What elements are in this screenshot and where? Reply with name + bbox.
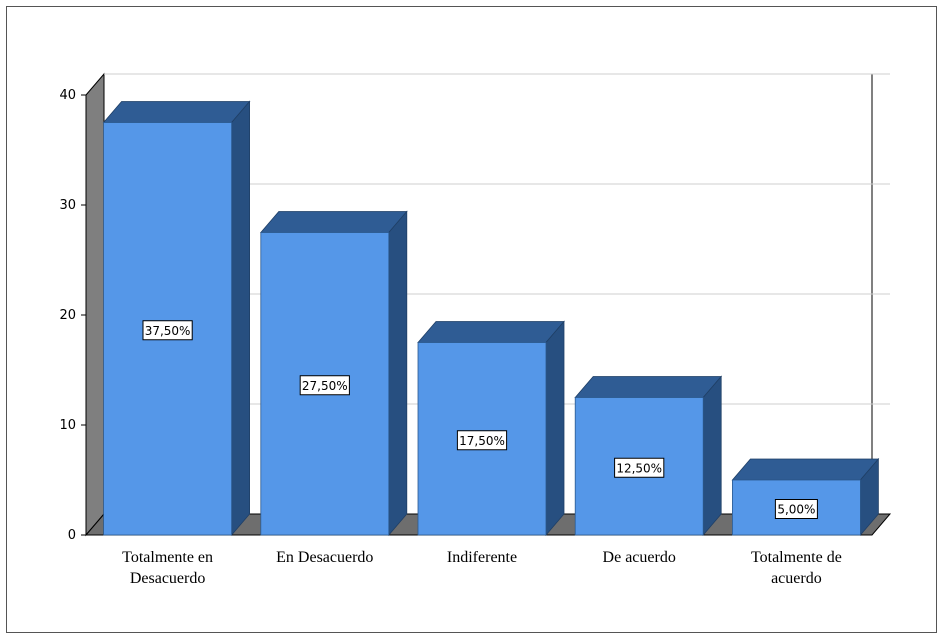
data-label-box	[614, 457, 665, 478]
y-tick-label: 10	[59, 418, 76, 433]
y-tick-label: 20	[59, 308, 76, 323]
data-label: 17,50%	[459, 434, 505, 448]
data-label: 27,50%	[302, 379, 348, 393]
data-label: 37,50%	[145, 324, 191, 338]
x-tick-label: Indiferente	[447, 549, 517, 566]
data-label: 5,00%	[777, 503, 815, 517]
x-tick-label: Totalmente de	[751, 549, 842, 566]
bar-top	[259, 211, 408, 233]
bar-side	[231, 100, 251, 537]
y-tick-label: 0	[68, 528, 76, 543]
y-tick-label: 40	[59, 88, 76, 103]
data-label: 12,50%	[616, 461, 662, 475]
x-tick-label: acuerdo	[771, 570, 822, 587]
x-tick-label: Totalmente en	[122, 549, 213, 566]
y-tick-label: 30	[59, 198, 76, 213]
bar-top	[574, 376, 723, 398]
bar-side	[545, 320, 565, 537]
data-label-box	[142, 320, 193, 341]
x-tick-label: Desacuerdo	[130, 570, 206, 587]
side-wall	[85, 72, 105, 537]
data-label-box	[456, 430, 508, 451]
data-label-box	[299, 375, 350, 396]
data-label-box	[774, 499, 818, 519]
bar-top	[102, 101, 251, 123]
bar-top	[731, 458, 880, 481]
bar-top	[417, 321, 565, 343]
bar-side	[388, 210, 408, 537]
bar-side	[702, 375, 722, 537]
x-tick-label: En Desacuerdo	[276, 549, 373, 566]
x-tick-label: De acuerdo	[603, 549, 676, 566]
